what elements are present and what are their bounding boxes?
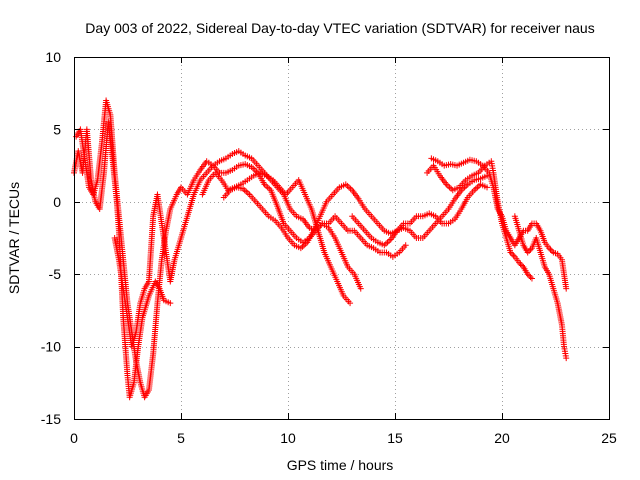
data-point-track-c [357,285,364,292]
x-tick-labels: 0 5 10 15 20 25 [70,430,617,446]
data-point-track-g [510,252,517,259]
data-point-track-h [546,245,553,252]
y-tick-label: -10 [41,339,61,355]
data-points [71,97,570,401]
data-point-track-g [516,259,523,266]
data-point-track-i [563,355,570,362]
y-tick-label: 10 [45,49,61,65]
data-point-track-g [507,249,514,256]
y-tick-label: -5 [49,266,62,282]
data-point-track-g [508,250,515,257]
x-tick-label: 15 [387,430,403,446]
y-axis-label: SDTVAR / TECUs [6,182,22,294]
x-tick-label: 5 [177,430,185,446]
data-point-track-g [524,271,531,278]
data-point-track-b [402,242,409,249]
y-tick-label: 5 [53,121,61,137]
data-point-track-i [524,249,531,256]
chart-title: Day 003 of 2022, Sidereal Day-to-day VTE… [85,20,594,36]
x-axis-label: GPS time / hours [287,457,394,473]
data-point-track-d [347,300,354,307]
plot-frame [74,57,610,420]
data-point-track-a [167,300,174,307]
x-tick-label: 20 [494,430,510,446]
x-tick-label: 10 [280,430,296,446]
data-point-track-g [518,262,525,269]
data-point-track-i [526,248,533,255]
x-tick-label: 0 [70,430,78,446]
y-tick-label: -15 [41,411,61,427]
data-point-track-i [527,246,534,253]
data-point-track-g [528,275,535,282]
data-point-track-g [517,261,524,268]
data-point-track-h [547,246,554,253]
x-tick-label: 25 [601,430,617,446]
data-point-track-h [548,248,555,255]
y-tick-labels: -15 -10 -5 0 5 10 [41,49,61,427]
data-point-track-f [484,184,491,191]
data-point-track-h [563,285,570,292]
data-point-track-g [527,274,534,281]
grid-lines [74,57,609,419]
data-point-track-g [526,272,533,279]
y-tick-label: 0 [53,194,61,210]
axis-ticks [74,57,610,420]
